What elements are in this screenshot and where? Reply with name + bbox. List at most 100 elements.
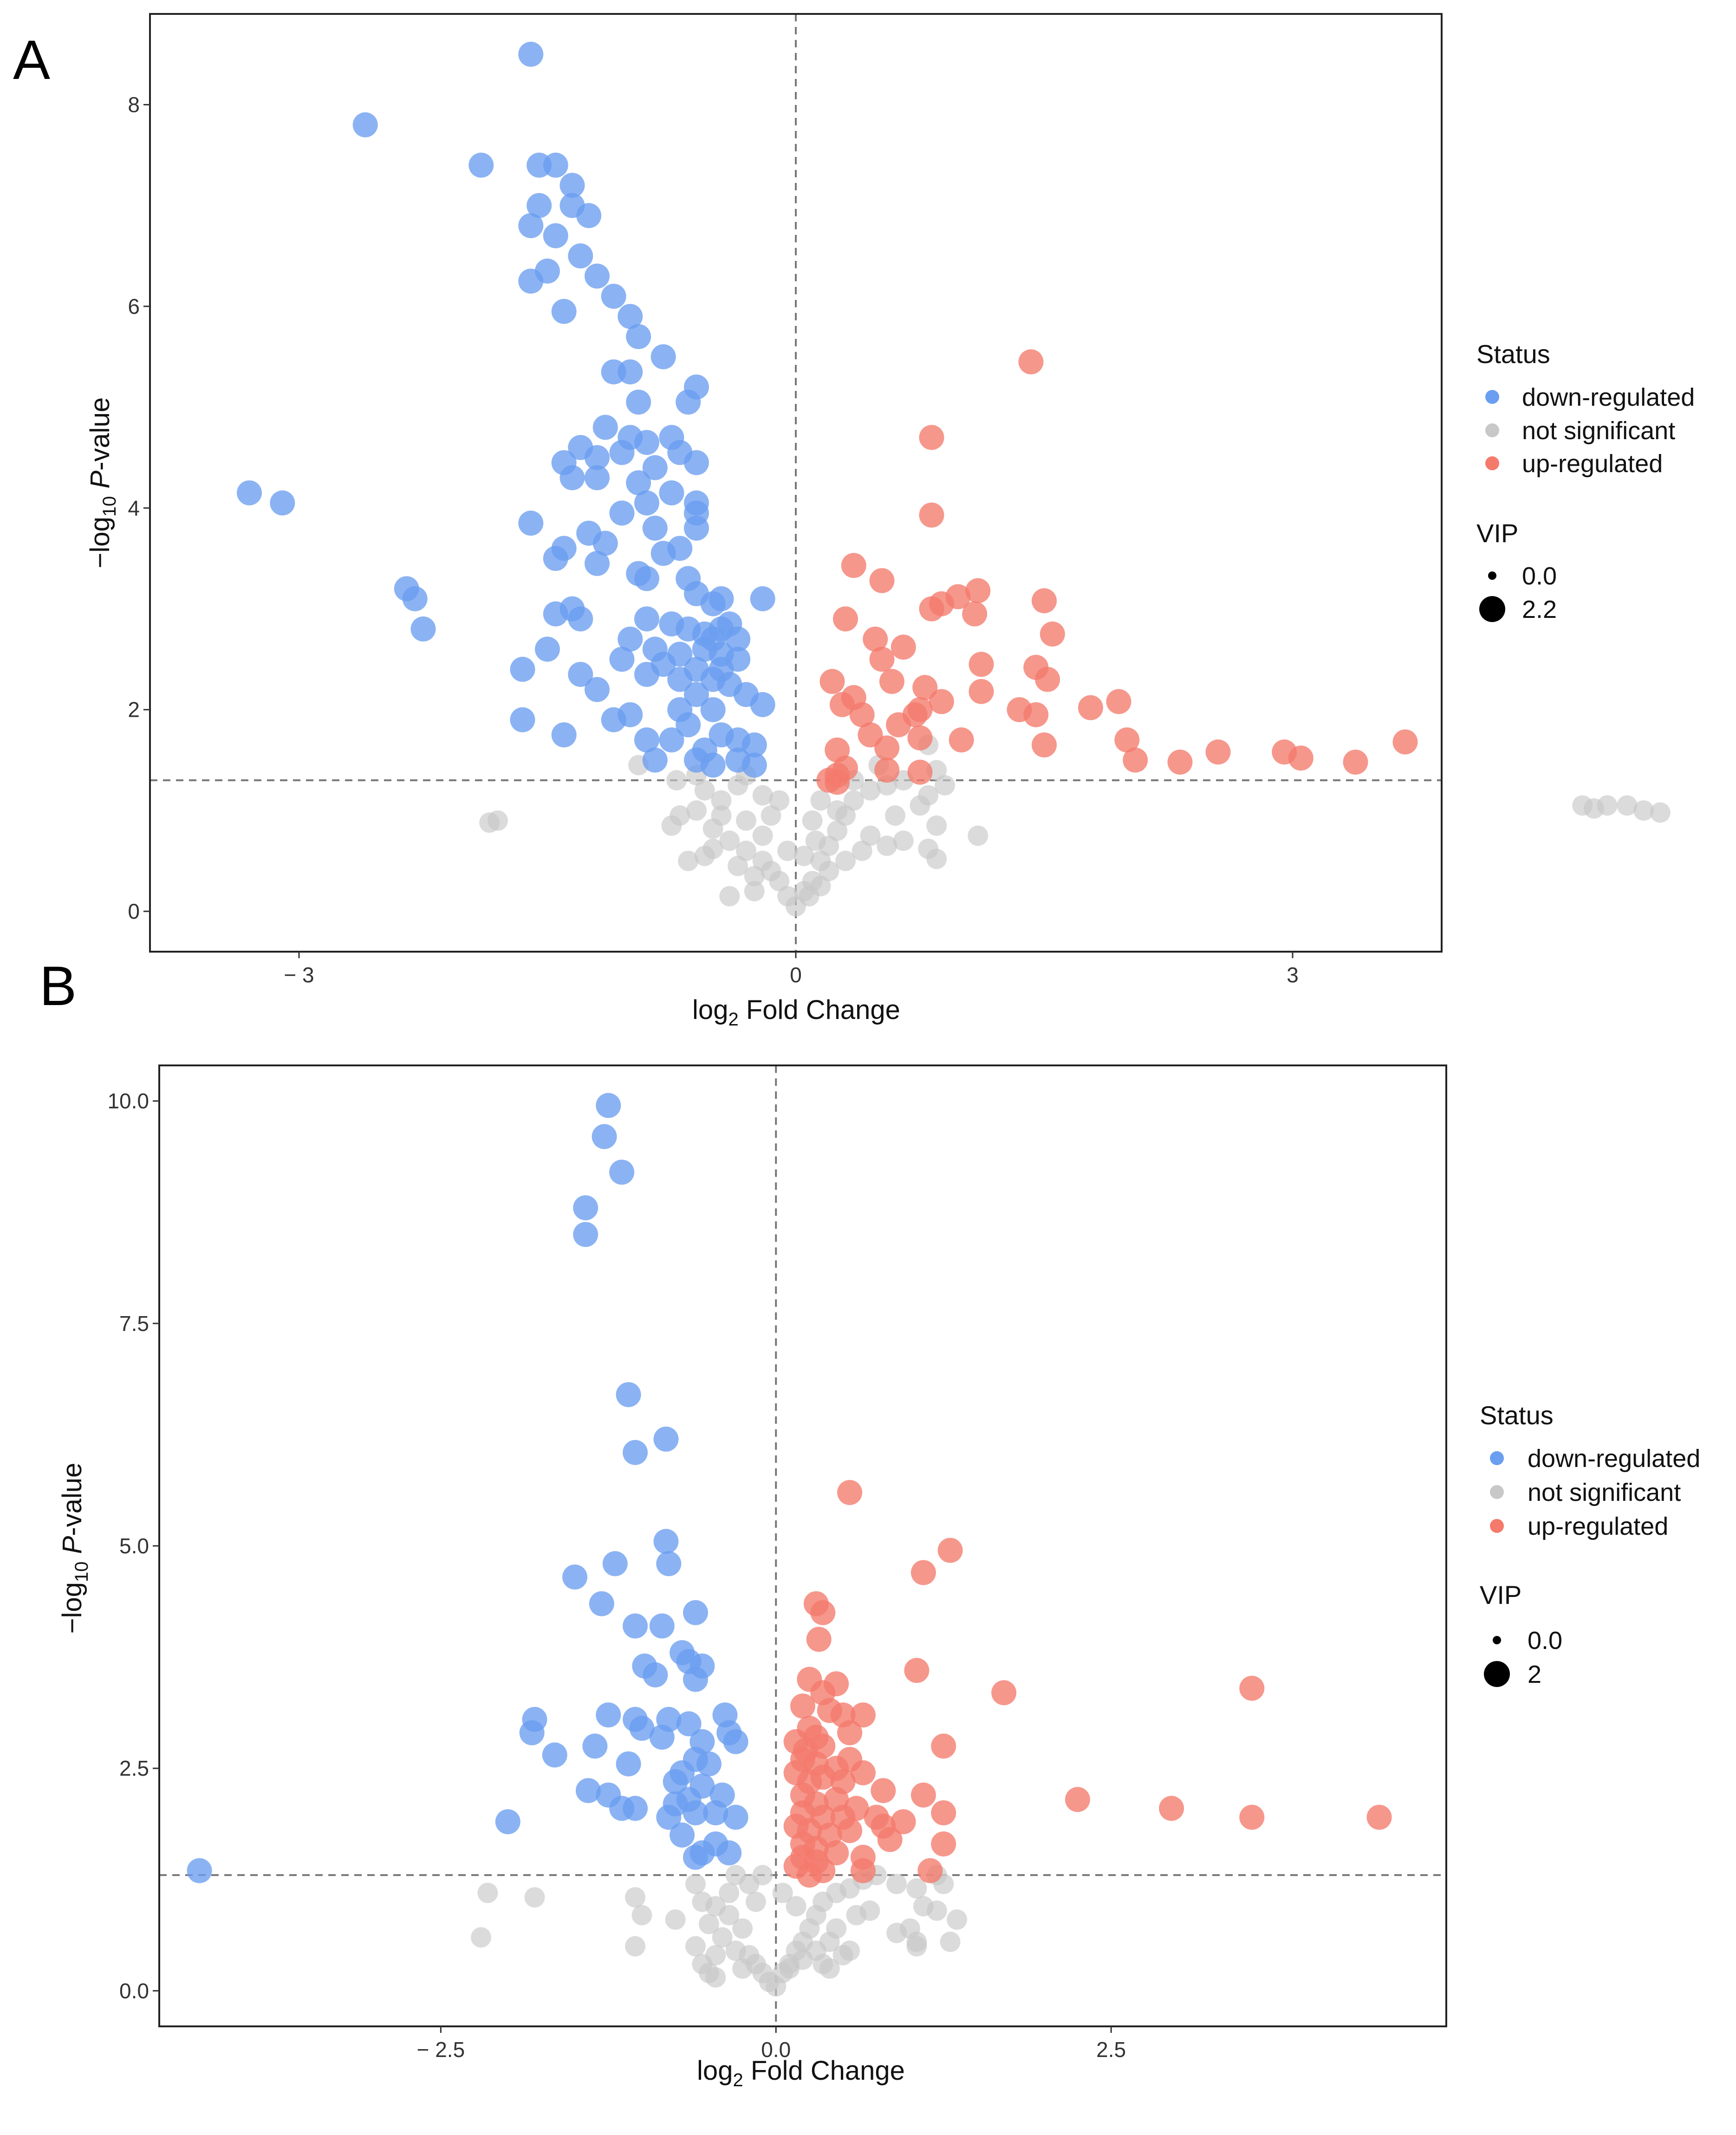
panel-a-point-not-significant [802,810,823,831]
panel-a-point-down-regulated [585,465,610,491]
panel-b-point-up-regulated [877,1827,903,1852]
panel-a-point-not-significant [752,785,773,806]
panel-a-point-up-regulated [891,635,916,660]
panel-a-point-down-regulated [592,415,618,440]
panel-a-point-not-significant [702,818,723,839]
panel-b-point-up-regulated [850,1858,876,1883]
panel-b-point-not-significant [772,1882,793,1903]
panel-a-point-not-significant [819,861,839,882]
panel-b-point-down-regulated [592,1124,617,1149]
panel-b-point-up-regulated [837,1720,863,1746]
panel-a-point-up-regulated [874,758,900,783]
panel-a-point-up-regulated [962,601,988,627]
panel-a-point-not-significant [918,838,939,859]
panel-b-point-up-regulated [910,1560,936,1585]
panel-a-point-down-regulated [568,243,593,269]
panel-a-point-down-regulated [634,490,659,516]
panel-b-point-down-regulated [589,1591,614,1616]
panel-a-legend-vip-small-label: 0.0 [1522,562,1557,590]
panel-a-point-not-significant [769,871,790,891]
panel-b-point-up-regulated [850,1702,876,1728]
panel-a-point-down-regulated [585,263,610,289]
panel-a-point-down-regulated [592,531,618,556]
panel-a-point-up-regulated [1343,749,1368,775]
panel-b-point-down-regulated [609,1160,635,1185]
panel-b-point-down-regulated [616,1382,641,1408]
panel-a-point-not-significant [711,790,732,811]
panel-b-x-axis-title: log2 Fold Change [697,2056,905,2090]
panel-b-legend-ns-swatch [1490,1485,1504,1499]
panel-a-point-not-significant [678,850,699,871]
panel-a-point-down-regulated [659,480,684,506]
panel-a-point-not-significant [761,805,781,826]
panel-a-point-down-regulated [634,566,659,591]
panel-a-point-up-regulated [1288,746,1313,771]
panel-a-point-not-significant [736,840,756,861]
panel-a-point-not-significant [661,815,682,836]
panel-a-point-down-regulated [684,682,709,707]
panel-b-legend-up-label: up-regulated [1528,1512,1668,1540]
panel-b-point-down-regulated [676,1711,702,1737]
panel-a-point-up-regulated [874,735,900,761]
panel-b-point-not-significant [940,1931,961,1952]
panel-a-plot-area: − 3 0 3 0 2 4 6 8 [128,13,1671,987]
panel-a-point-up-regulated [879,668,904,694]
panel-a-point-not-significant [744,866,765,887]
panel-a-point-not-significant [799,886,819,907]
panel-a-legend-up-swatch [1485,456,1499,470]
panel-a-legend-up-label: up-regulated [1522,450,1663,478]
panel-a-point-up-regulated [1032,588,1057,614]
panel-a-point-down-regulated [741,753,767,778]
panel-b-point-not-significant [832,1945,853,1966]
panel-b-point-up-regulated [1159,1796,1184,1821]
panel-b-y-tick-label: 2.5 [119,1756,149,1780]
panel-a-legend: Status down-regulated not significant up… [1476,339,1695,623]
panel-a-point-up-regulated [819,668,845,694]
panel-a-point-up-regulated [969,652,994,677]
panel-a-legend-status-title: Status [1476,339,1550,369]
panel-b-point-up-regulated [1239,1675,1265,1701]
panel-b-y-tick-label: 5.0 [119,1534,149,1558]
panel-b-legend: Status down-regulated not significant up… [1480,1401,1700,1688]
panel-a-point-up-regulated [1392,729,1418,755]
panel-b-point-down-regulated [623,1796,648,1821]
panel-b-point-up-regulated [931,1800,956,1825]
panel-b-y-tick-label: 7.5 [119,1311,149,1336]
panel-b-point-down-regulated [683,1667,708,1692]
panel-a-point-not-significant [719,831,740,851]
panel-a-point-down-regulated [559,173,585,198]
panel-b-legend-vip-large-label: 2 [1528,1661,1541,1688]
panel-a-point-down-regulated [626,324,651,350]
panel-a-point-down-regulated [543,152,568,178]
panel-b-point-not-significant [625,1936,646,1957]
panel-b-legend-vip-large [1484,1661,1510,1687]
panel-b-point-not-significant [786,1896,806,1917]
panel-a: A − 3 0 3 0 2 4 6 8 log2 Fold Change −log10 P-v… [13,13,1695,1030]
panel-b-point-up-regulated [790,1694,815,1719]
panel-a-point-down-regulated [609,647,635,672]
panel-a-point-not-significant [885,805,905,826]
panel-b-point-up-regulated [917,1858,943,1883]
panel-a-point-down-regulated [750,692,775,717]
panel-b-point-down-regulated [653,1427,679,1452]
panel-a-point-not-significant [769,790,790,811]
panel-b-point-down-regulated [723,1804,748,1830]
panel-a-point-up-regulated [1032,732,1057,758]
panel-a-legend-vip-title: VIP [1476,519,1518,548]
panel-a-point-not-significant [835,850,856,871]
panel-a-point-up-regulated [965,578,991,604]
panel-a-point-not-significant [777,840,798,861]
panel-a-point-down-regulated [601,707,626,733]
panel-b-legend-up-swatch [1490,1519,1504,1533]
panel-b-point-down-regulated [703,1800,728,1825]
panel-a-point-up-regulated [907,725,933,751]
panel-a-x-tick-label: 3 [1287,963,1299,987]
panel-b-plot-area: − 2.5 0.0 2.5 0.0 2.5 5.0 7.5 10.0 [107,1064,1447,2062]
panel-a-point-not-significant [843,790,864,811]
panel-a-y-tick-label: 0 [128,899,140,923]
panel-a-point-not-significant [793,845,814,866]
panel-b-point-down-regulated [716,1840,742,1866]
panel-a-point-down-regulated [510,656,535,682]
panel-b-point-not-significant [719,1905,740,1926]
panel-b-legend-vip-title: VIP [1480,1580,1521,1609]
